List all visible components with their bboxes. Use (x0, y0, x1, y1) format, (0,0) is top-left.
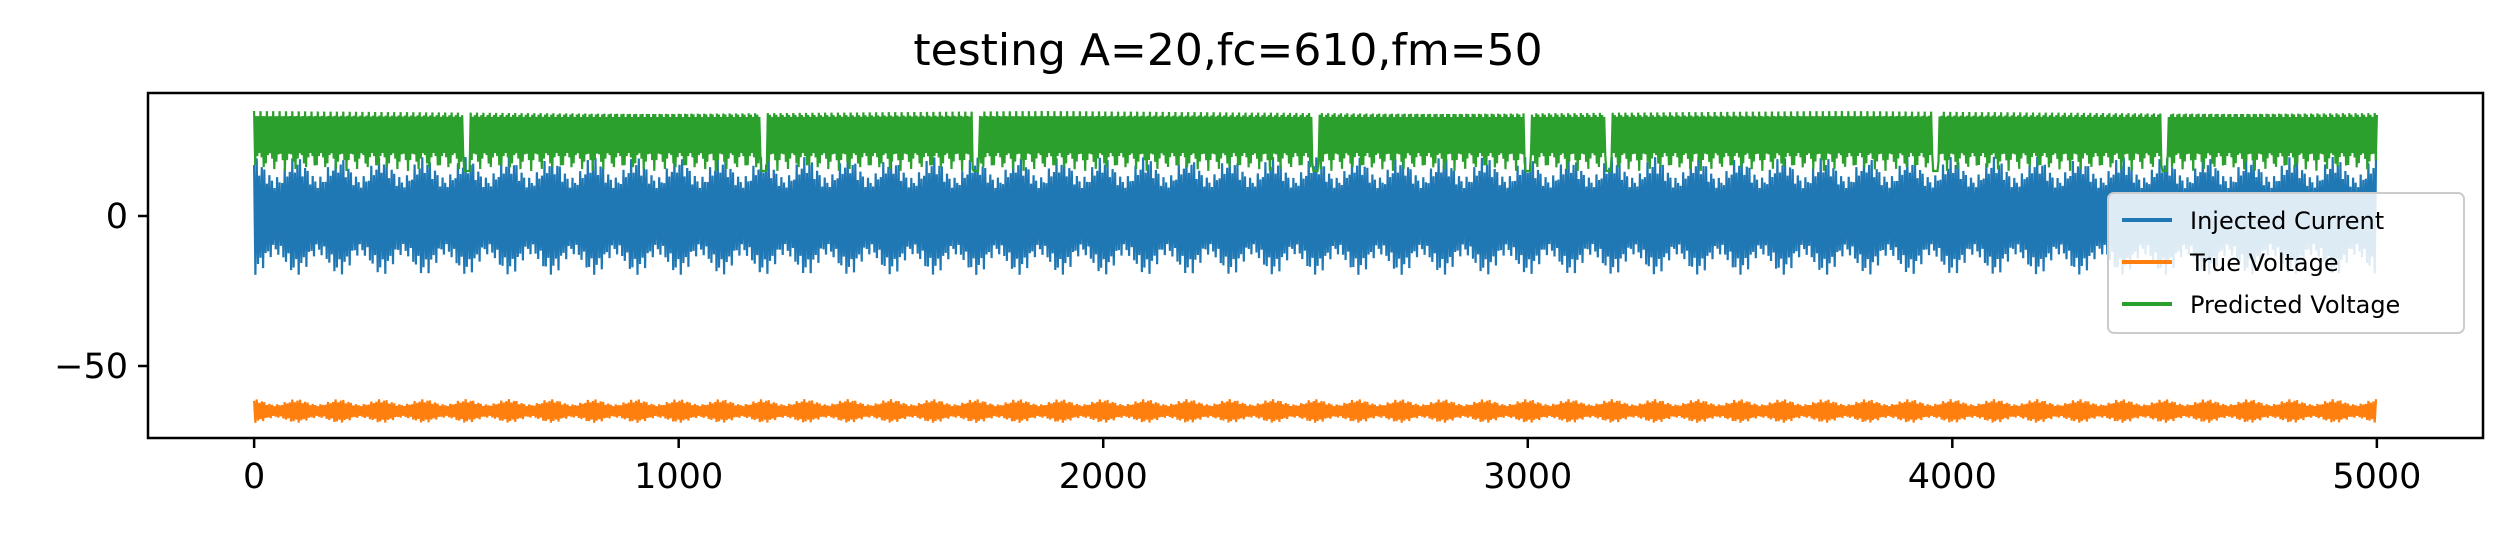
series-layer (253, 110, 2378, 423)
y-tick-label: 0 (106, 197, 128, 237)
x-tick-label: 3000 (1483, 457, 1572, 497)
y-axis: 0 −50 (54, 197, 148, 387)
x-axis: 0 1000 2000 3000 4000 5000 (243, 438, 2421, 497)
legend-box (2107, 192, 2465, 334)
y-tick-label: −50 (54, 347, 128, 387)
plot-area (146, 91, 2485, 440)
axes-frame (146, 91, 2485, 440)
series-predicted-voltage (253, 110, 2378, 173)
x-tick-label: 4000 (1908, 457, 1997, 497)
x-tick-label: 1000 (634, 457, 723, 497)
chart-title: testing A=20,fc=610,fm=50 (913, 25, 1542, 76)
legend-label-true-voltage: True Voltage (2189, 249, 2339, 277)
series-true-voltage (253, 399, 2378, 423)
x-tick-label: 2000 (1059, 457, 1148, 497)
series-injected-current (253, 156, 2378, 275)
legend-label-injected-current: Injected Current (2190, 207, 2384, 235)
legend: Injected Current True Voltage Predicted … (2107, 192, 2465, 334)
x-tick-label: 0 (243, 457, 265, 497)
legend-label-predicted-voltage: Predicted Voltage (2190, 291, 2400, 319)
x-tick-label: 5000 (2332, 457, 2421, 497)
